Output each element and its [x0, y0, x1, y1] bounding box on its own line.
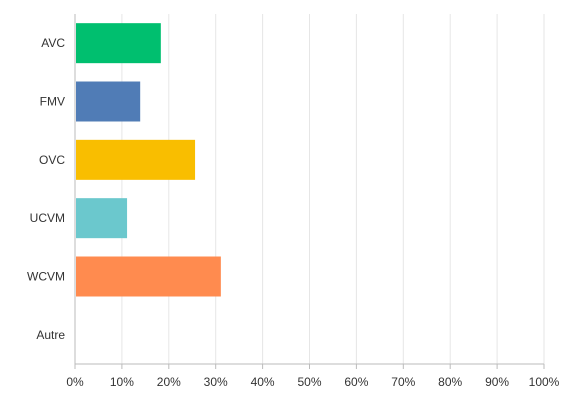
x-tick-label: 60% [344, 375, 368, 389]
category-label-wcvm: WCVM [27, 270, 65, 284]
category-label-autre: Autre [36, 328, 65, 342]
x-tick-labels: 0% 10% 20% 30% 40% 50% 60% 70% 80% 90% 100% [66, 375, 559, 389]
category-label-avc: AVC [41, 36, 65, 50]
bar-avc [76, 23, 161, 64]
x-tick-label: 40% [251, 375, 275, 389]
x-tick-label: 100% [529, 375, 560, 389]
x-tick-label: 20% [157, 375, 181, 389]
x-tick-label: 70% [391, 375, 415, 389]
x-tick-label: 80% [438, 375, 462, 389]
bar-ucvm [76, 198, 128, 239]
x-tick-label: 10% [110, 375, 134, 389]
category-label-fmv: FMV [40, 95, 65, 109]
bar-fmv [76, 81, 141, 122]
category-labels: AVC FMV OVC UCVM WCVM Autre [27, 36, 65, 342]
bars [76, 23, 221, 297]
category-label-ovc: OVC [39, 153, 65, 167]
grid-lines [74, 14, 545, 369]
bar-ovc [76, 139, 196, 180]
x-tick-label: 30% [204, 375, 228, 389]
bar-wcvm [76, 256, 221, 297]
x-tick-label: 50% [297, 375, 321, 389]
category-label-ucvm: UCVM [30, 211, 65, 225]
x-tick-label: 0% [66, 375, 84, 389]
x-tick-label: 90% [485, 375, 509, 389]
